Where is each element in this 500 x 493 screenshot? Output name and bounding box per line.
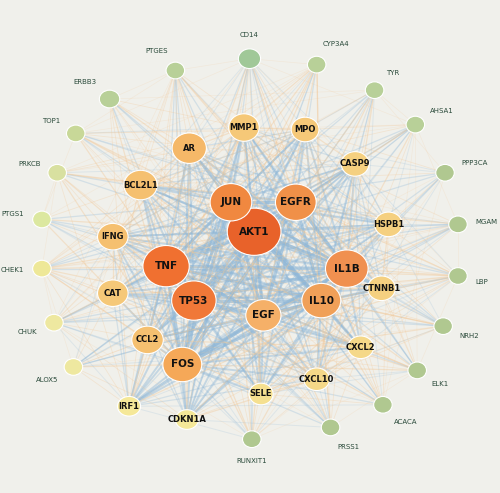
Text: ELK1: ELK1 (432, 381, 449, 387)
Ellipse shape (406, 116, 424, 133)
Text: MGAM: MGAM (476, 219, 498, 225)
Text: BCL2L1: BCL2L1 (123, 180, 158, 189)
Ellipse shape (434, 318, 452, 334)
Text: TYR: TYR (386, 70, 399, 76)
Ellipse shape (98, 223, 128, 250)
Ellipse shape (172, 281, 216, 320)
Ellipse shape (368, 276, 396, 301)
Text: AHSA1: AHSA1 (430, 108, 454, 114)
Ellipse shape (302, 283, 341, 318)
Ellipse shape (228, 114, 259, 141)
Text: ERBB3: ERBB3 (73, 79, 96, 85)
Text: CDKN1A: CDKN1A (168, 415, 206, 424)
Text: AR: AR (182, 143, 196, 153)
Text: PRSS1: PRSS1 (338, 445, 360, 451)
Text: IL1B: IL1B (334, 264, 359, 274)
Ellipse shape (143, 246, 189, 287)
Text: CHUK: CHUK (18, 329, 38, 335)
Ellipse shape (66, 125, 85, 142)
Text: CAT: CAT (104, 289, 122, 298)
Ellipse shape (32, 260, 51, 277)
Ellipse shape (176, 410, 199, 429)
Ellipse shape (100, 90, 119, 108)
Ellipse shape (163, 347, 202, 382)
Ellipse shape (341, 152, 369, 176)
Ellipse shape (210, 183, 252, 221)
Text: IRF1: IRF1 (118, 402, 140, 411)
Text: JUN: JUN (220, 197, 242, 207)
Text: CYP3A4: CYP3A4 (322, 41, 349, 47)
Ellipse shape (366, 82, 384, 99)
Ellipse shape (48, 164, 66, 181)
Ellipse shape (246, 300, 281, 331)
Ellipse shape (408, 362, 426, 379)
Ellipse shape (322, 419, 340, 436)
Text: TNF: TNF (154, 261, 178, 271)
Ellipse shape (291, 117, 319, 142)
Text: TOP1: TOP1 (42, 118, 60, 124)
Ellipse shape (242, 431, 261, 448)
Ellipse shape (374, 212, 402, 237)
Ellipse shape (374, 396, 392, 413)
Text: PPP3CA: PPP3CA (462, 160, 488, 166)
Ellipse shape (348, 336, 374, 358)
Text: NRH2: NRH2 (460, 333, 479, 339)
Ellipse shape (172, 133, 206, 163)
Ellipse shape (238, 49, 260, 69)
Text: EGFR: EGFR (280, 197, 311, 207)
Text: IL10: IL10 (309, 296, 334, 306)
Ellipse shape (304, 368, 330, 390)
Text: MMP1: MMP1 (230, 123, 258, 132)
Ellipse shape (44, 315, 63, 331)
Ellipse shape (308, 56, 326, 73)
Text: ALOX5: ALOX5 (36, 377, 59, 383)
Text: CTNNB1: CTNNB1 (362, 284, 401, 293)
Ellipse shape (124, 170, 158, 200)
Text: CCL2: CCL2 (136, 335, 159, 345)
Text: PTGES: PTGES (146, 48, 168, 54)
Ellipse shape (118, 396, 141, 416)
Text: CXCL10: CXCL10 (299, 375, 334, 384)
Ellipse shape (249, 383, 273, 405)
Text: HSPB1: HSPB1 (373, 220, 404, 229)
Ellipse shape (448, 268, 467, 284)
Text: FOS: FOS (170, 359, 194, 369)
Ellipse shape (132, 326, 164, 353)
Text: EGF: EGF (252, 310, 275, 320)
Text: PTGS1: PTGS1 (2, 211, 24, 217)
Ellipse shape (276, 184, 316, 220)
Text: CASP9: CASP9 (340, 159, 370, 169)
Text: PRKCB: PRKCB (18, 161, 40, 167)
Text: LBP: LBP (476, 279, 488, 284)
Text: CD14: CD14 (240, 32, 258, 38)
Text: CXCL2: CXCL2 (346, 343, 376, 352)
Ellipse shape (166, 62, 184, 79)
Ellipse shape (32, 211, 51, 228)
Ellipse shape (326, 250, 368, 287)
Ellipse shape (448, 216, 467, 233)
Text: MPO: MPO (294, 125, 316, 134)
Text: RUNXIT1: RUNXIT1 (236, 458, 267, 464)
Ellipse shape (227, 208, 281, 255)
Text: IFNG: IFNG (102, 232, 124, 241)
Text: SELE: SELE (250, 389, 272, 398)
Ellipse shape (98, 280, 128, 307)
Ellipse shape (436, 164, 454, 181)
Text: CHEK1: CHEK1 (1, 267, 24, 274)
Text: ACACA: ACACA (394, 419, 418, 425)
Text: AKT1: AKT1 (239, 227, 270, 237)
Ellipse shape (64, 358, 82, 375)
Text: TP53: TP53 (179, 296, 208, 306)
